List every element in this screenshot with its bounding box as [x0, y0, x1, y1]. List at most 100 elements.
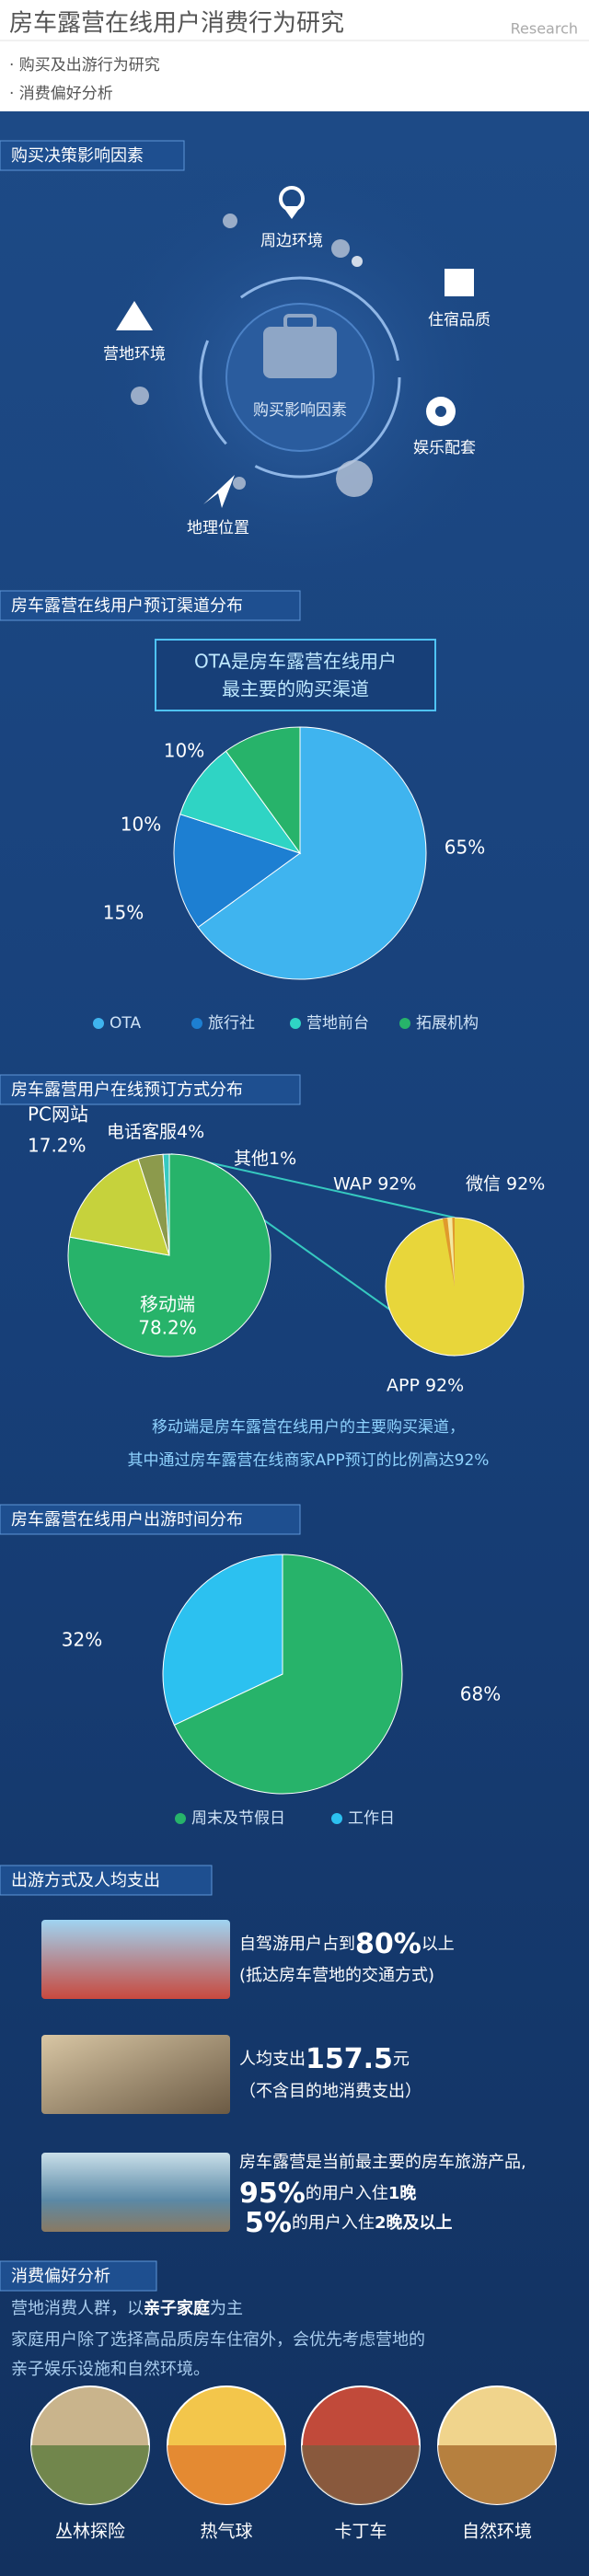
section-label: 出游方式及人均支出: [11, 1871, 160, 1890]
pie-label-part: 电话客服: [107, 1122, 177, 1142]
travel-text-part: 2晚及以上: [375, 2212, 453, 2233]
dot: [131, 387, 149, 405]
callout-text: 最主要的购买渠道: [222, 678, 369, 700]
pie-label-part: 4%: [177, 1122, 204, 1142]
travel-text: 自驾游用户占到80%以上: [239, 1928, 455, 1960]
travel-text: 房车露营是当前最主要的房车旅游产品,: [239, 2153, 526, 2172]
callout-box: [155, 639, 436, 711]
value-label: 10%: [121, 814, 161, 836]
travel-text-part: 元: [393, 2050, 410, 2069]
travel-photo: [41, 2035, 230, 2114]
travel-text-part: 的用户入住: [306, 2184, 388, 2203]
legend-swatch: [331, 1813, 342, 1824]
callout-label: 微信 92%: [466, 1174, 545, 1195]
pie-label-part: 1%: [269, 1149, 296, 1169]
note-text: 其中通过房车露营在线商家APP预订的比例高达92%: [128, 1451, 490, 1470]
dot: [233, 477, 246, 490]
pie-slice: [69, 1158, 170, 1256]
pref-text: 家庭用户除了选择高品质房车住宿外，会优先考虑营地的: [11, 2330, 425, 2350]
pref-intro: 营地消费人群，以亲子家庭为主: [11, 2298, 243, 2318]
pie-label-part: 其他: [234, 1149, 269, 1169]
factor-item: 娱乐配套: [413, 439, 476, 457]
icon-pin: [283, 206, 301, 219]
travel-text-part: 的用户入住: [292, 2213, 375, 2233]
icon-building: [445, 269, 474, 296]
pie-slice: [173, 1554, 403, 1795]
app-pie-sliver: [447, 1218, 455, 1287]
travel-text-part: 5%: [245, 2207, 292, 2239]
legend-label: OTA: [110, 1014, 141, 1033]
travel-text-part: 自驾游用户占到: [239, 1935, 355, 1954]
factor-item: 住宿品质: [428, 311, 491, 329]
dot: [336, 460, 373, 497]
travel-text-part: 157.5: [306, 2043, 393, 2075]
travel-text-part: 80%: [355, 1928, 422, 1960]
pref-item: 丛林探险: [55, 2522, 125, 2542]
section-label-bg: [0, 2260, 157, 2292]
dot: [352, 256, 363, 267]
travel-note: (抵达房车营地的交通方式): [239, 1966, 434, 1985]
factor-item: 地理位置: [187, 519, 249, 537]
pie-slice: [162, 1153, 170, 1256]
icon-arrow: [203, 475, 235, 508]
section-label-bg: [0, 1074, 301, 1105]
value-label: 17.2%: [28, 1135, 87, 1157]
pref-item: 热气球: [200, 2522, 252, 2542]
section-label-bg: [0, 1865, 213, 1896]
pie-slice: [197, 726, 427, 980]
category-label: PC网站: [28, 1103, 88, 1126]
pref-item: 卡丁车: [334, 2522, 387, 2542]
callout-label: WAP 92%: [333, 1174, 416, 1195]
legend-swatch: [399, 1018, 410, 1029]
section-label: 房车露营在线用户出游时间分布: [11, 1510, 243, 1530]
value-label: 65%: [445, 837, 485, 859]
pref-intro-part: 亲子家庭: [144, 2298, 210, 2318]
section-label: 消费偏好分析: [11, 2267, 110, 2286]
header-bullet: · 购买及出游行为研究: [9, 56, 160, 75]
connector: [170, 1153, 456, 1219]
value-label: 78.2%: [138, 1317, 197, 1339]
pie-label: 移动端: [140, 1293, 195, 1315]
factor-item: 营地环境: [103, 345, 166, 364]
pie-slice: [179, 750, 302, 854]
pref-photo-shade: [302, 2445, 420, 2504]
pref-intro-part: 为主: [210, 2299, 243, 2318]
pref-photo-shade: [438, 2445, 556, 2504]
section-label: 购买决策影响因素: [11, 146, 144, 166]
legend-swatch: [290, 1018, 301, 1029]
page-title: 房车露营在线用户消费行为研究: [9, 10, 344, 38]
travel-text-part: 1晚: [388, 2183, 417, 2203]
suitcase-icon: [263, 327, 337, 378]
section-label: 房车露营用户在线预订方式分布: [11, 1080, 243, 1100]
value-label: 15%: [103, 902, 144, 924]
pie-label-part: 移动端: [140, 1293, 195, 1315]
pie-slice: [225, 726, 301, 855]
value-label: 10%: [164, 740, 204, 762]
travel-text-part: 人均支出: [239, 2050, 306, 2069]
ring: [199, 276, 401, 479]
dot: [331, 239, 350, 258]
travel-photo: [41, 1920, 230, 1999]
section-label-bg: [0, 1504, 301, 1535]
travel-text-part: 以上: [422, 1935, 455, 1954]
factor-center: 购买影响因素: [253, 401, 347, 420]
pref-text: 亲子娱乐设施和自然环境。: [11, 2360, 210, 2379]
icon-tent: [116, 301, 153, 330]
travel-text-part: 95%: [239, 2177, 306, 2210]
value-label: 68%: [460, 1683, 501, 1705]
callout-text: OTA是房车露营在线用户: [194, 651, 397, 673]
legend-label: 拓展机构: [416, 1014, 479, 1033]
legend-label: 周末及节假日: [191, 1809, 285, 1828]
pie-label: 其他1%: [234, 1149, 296, 1169]
legend-label: 工作日: [348, 1809, 395, 1828]
pie-slice: [162, 1554, 283, 1727]
legend-label: 营地前台: [306, 1014, 369, 1033]
section-label-bg: [0, 140, 185, 171]
travel-note: （不含目的地消费支出）: [239, 2082, 422, 2101]
legend-swatch: [191, 1018, 202, 1029]
section-label-bg: [0, 590, 301, 621]
factor-item: 周边环境: [260, 232, 323, 250]
legend-swatch: [93, 1018, 104, 1029]
note-text: 移动端是房车露营在线用户的主要购买渠道，: [152, 1418, 465, 1437]
